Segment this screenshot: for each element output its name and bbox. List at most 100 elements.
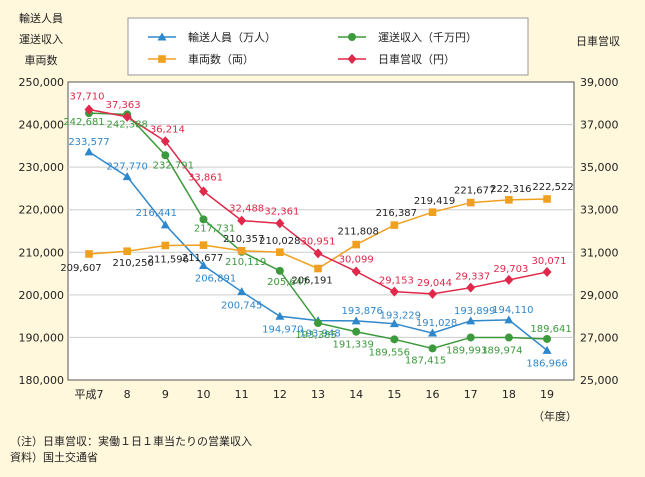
legend-marker-revenue (348, 33, 356, 41)
data-label-vehicles: 219,419 (414, 196, 455, 207)
data-label-vehicles: 211,677 (182, 253, 223, 264)
data-point-daily-revenue (199, 186, 209, 197)
data-point-passengers (504, 315, 514, 324)
data-label-vehicles: 209,607 (60, 263, 101, 274)
data-label-revenue: 189,974 (481, 346, 522, 357)
right-tick-label: 35,000 (580, 161, 619, 174)
x-tick-label: 13 (311, 388, 325, 401)
data-label-daily-revenue: 29,337 (455, 272, 490, 283)
data-point-daily-revenue (351, 266, 361, 277)
data-label-passengers: 216,441 (136, 208, 177, 219)
data-point-vehicles (543, 195, 551, 203)
data-label-passengers: 193,876 (342, 306, 383, 317)
data-label-daily-revenue: 29,044 (417, 278, 452, 289)
right-tick-label: 37,000 (580, 119, 619, 132)
left-tick-label: 180,000 (19, 374, 65, 387)
source-text: 資料）国土交通省 (10, 451, 98, 464)
data-label-daily-revenue: 30,099 (339, 254, 374, 265)
data-point-vehicles (199, 241, 208, 249)
x-tick-label: 15 (387, 388, 401, 401)
left-axis-title-line1: 輸送人員 (19, 11, 63, 25)
data-point-daily-revenue (428, 288, 438, 299)
data-label-revenue: 205,647 (267, 277, 308, 288)
data-label-daily-revenue: 37,710 (70, 91, 105, 102)
x-tick-label: 平成7 (75, 388, 104, 401)
data-label-daily-revenue: 33,861 (188, 172, 223, 183)
legend-box (127, 17, 529, 76)
data-point-passengers (351, 316, 361, 325)
data-label-passengers: 233,577 (68, 137, 109, 148)
data-point-daily-revenue (160, 136, 170, 147)
data-point-revenue (199, 215, 208, 224)
data-point-passengers (237, 287, 247, 296)
data-label-passengers: 193,899 (454, 306, 495, 317)
data-label-vehicles: 216,387 (376, 208, 417, 219)
data-label-revenue: 189,993 (446, 345, 487, 356)
right-tick-label: 27,000 (580, 331, 619, 344)
x-tick-label: 9 (162, 388, 169, 401)
data-label-vehicles: 222,316 (490, 184, 531, 195)
plot-area (67, 81, 575, 381)
data-point-passengers (199, 261, 209, 270)
data-point-passengers (160, 220, 170, 229)
left-tick-label: 190,000 (19, 331, 65, 344)
data-label-revenue: 189,641 (530, 324, 571, 335)
x-unit-label: （年度） (533, 409, 577, 423)
legend-label-revenue: 運送収入（千万円） (378, 30, 477, 44)
note-text: （注）日車営収：実働１日１車当たりの営業収入 (10, 435, 252, 448)
x-tick-label: 18 (502, 388, 516, 401)
data-label-daily-revenue: 32,361 (264, 206, 299, 217)
data-point-vehicles (276, 248, 284, 256)
data-label-vehicles: 210,028 (259, 236, 300, 247)
left-tick-label: 240,000 (19, 119, 65, 132)
data-label-daily-revenue: 36,214 (150, 124, 185, 135)
data-point-revenue (466, 333, 475, 342)
data-point-daily-revenue (542, 267, 552, 278)
left-tick-label: 210,000 (19, 246, 65, 259)
x-tick-label: 17 (464, 388, 478, 401)
data-point-passengers (122, 172, 132, 181)
right-axis-title: 日車営収 (576, 34, 620, 48)
right-tick-label: 33,000 (580, 204, 619, 217)
data-point-daily-revenue (389, 286, 399, 297)
data-label-passengers: 186,966 (526, 358, 567, 369)
data-point-daily-revenue (504, 274, 514, 285)
data-point-vehicles (428, 208, 437, 216)
data-point-daily-revenue (275, 218, 285, 229)
left-tick-label: 200,000 (19, 289, 65, 302)
x-tick-label: 11 (235, 388, 249, 401)
data-label-vehicles: 211,596 (148, 254, 189, 265)
data-point-passengers (84, 147, 94, 156)
data-label-revenue: 189,556 (369, 347, 410, 358)
left-axis-title-line2: 運送収入 (19, 32, 63, 46)
data-label-vehicles: 210,250 (112, 258, 153, 269)
data-point-revenue (314, 319, 323, 328)
data-label-revenue: 210,119 (225, 257, 266, 268)
data-point-vehicles (390, 221, 399, 229)
right-tick-label: 25,000 (580, 374, 619, 387)
data-point-passengers (428, 328, 438, 337)
data-point-daily-revenue (237, 215, 247, 226)
data-point-vehicles (85, 250, 93, 258)
left-tick-label: 230,000 (19, 161, 65, 174)
data-point-revenue (390, 335, 399, 344)
data-label-vehicles: 210,357 (223, 234, 264, 245)
data-point-revenue (543, 334, 552, 343)
data-point-vehicles (161, 241, 170, 250)
legend-marker-daily-revenue (347, 54, 357, 64)
data-point-daily-revenue (84, 104, 94, 115)
x-tick-label: 8 (124, 388, 131, 401)
data-point-passengers (389, 319, 399, 328)
data-point-vehicles (123, 247, 131, 256)
x-tick-label: 10 (197, 388, 211, 401)
data-label-revenue: 191,339 (333, 340, 374, 351)
right-tick-label: 39,000 (580, 76, 619, 89)
data-label-daily-revenue: 30,951 (301, 236, 336, 247)
data-label-revenue: 232,791 (153, 160, 194, 171)
data-label-passengers: 191,028 (416, 318, 457, 329)
data-label-vehicles: 222,522 (532, 182, 573, 193)
x-tick-label: 12 (273, 388, 287, 401)
data-label-passengers: 200,745 (221, 301, 262, 312)
data-label-daily-revenue: 32,488 (229, 204, 264, 215)
